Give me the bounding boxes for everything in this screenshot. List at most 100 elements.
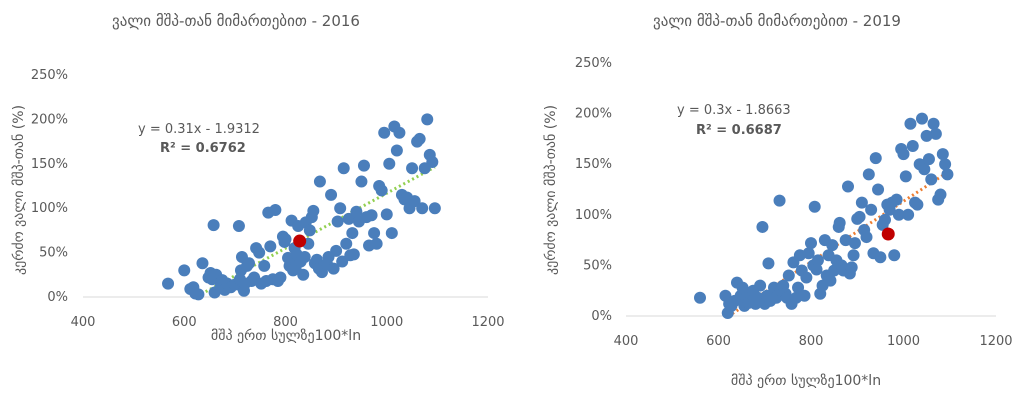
data-point [355, 175, 368, 188]
data-point [347, 248, 360, 261]
data-point [756, 220, 769, 233]
data-point [313, 175, 326, 188]
data-point [855, 196, 868, 209]
data-point [337, 162, 350, 175]
scatter-points [162, 113, 441, 301]
x-tick-label: 1200 [471, 315, 504, 330]
data-point [833, 216, 846, 229]
data-point [406, 162, 419, 175]
y-tick-label: 0% [47, 290, 68, 305]
data-point [874, 251, 887, 264]
data-point [375, 184, 388, 197]
chart-title: ვალი მშპ-თან მიმართებით - 2019 [653, 12, 901, 30]
data-point [862, 168, 875, 181]
data-point [334, 202, 347, 215]
x-axis-title: მშპ ერთ სულზე100*ln [211, 327, 361, 344]
data-point [936, 148, 949, 161]
data-point [934, 188, 947, 201]
data-point [848, 237, 861, 250]
data-point [253, 246, 266, 259]
y-axis-title: კერძო ვალი მშპ-თან (%) [542, 105, 559, 275]
data-point [869, 152, 882, 165]
data-point [380, 208, 393, 221]
data-point [853, 210, 866, 223]
data-point [416, 202, 429, 215]
y-tick-label: 0% [591, 309, 612, 324]
y-tick-label: 150% [31, 157, 68, 172]
y-tick-label: 200% [575, 107, 612, 122]
x-tick-label: 600 [172, 315, 197, 330]
data-point [274, 271, 287, 284]
data-point [879, 213, 891, 226]
data-point [872, 183, 885, 196]
y-tick-label: 50% [39, 246, 68, 261]
data-point [860, 231, 873, 244]
data-point [805, 237, 817, 250]
data-point [297, 268, 310, 281]
data-point [370, 237, 383, 250]
x-tick-labels: 400 600 800 1000 1200 [71, 315, 505, 330]
data-point [264, 240, 277, 253]
chart-title: ვალი მშპ-თან მიმართებით - 2016 [112, 12, 360, 30]
y-tick-label: 200% [31, 112, 68, 127]
data-point [368, 227, 381, 240]
data-point [941, 168, 954, 181]
chart-2019: ვალი მშპ-თან მიმართებით - 2019 კერძო ვალ… [542, 12, 1013, 389]
data-point [826, 239, 839, 252]
x-tick-label: 1000 [887, 334, 920, 349]
data-point [899, 170, 912, 183]
data-point [162, 277, 175, 290]
r-squared: R² = 0.6762 [160, 141, 246, 156]
data-point [798, 289, 811, 302]
data-point [331, 215, 344, 228]
data-point [421, 113, 434, 126]
x-tick-label: 800 [799, 334, 824, 349]
data-point [824, 274, 837, 287]
data-point [298, 251, 311, 264]
y-tick-label: 100% [31, 201, 68, 216]
data-point [925, 173, 938, 186]
x-axis-title: მშპ ერთ სულზე100*ln [731, 372, 881, 389]
data-point [847, 249, 860, 262]
data-point [904, 117, 917, 130]
data-point [800, 271, 813, 284]
scatter-points [694, 112, 954, 319]
y-tick-label: 250% [31, 68, 68, 83]
data-point [892, 208, 905, 221]
data-point [782, 269, 795, 282]
x-tick-labels: 400 600 800 1000 1200 [614, 334, 1013, 349]
x-tick-label: 400 [71, 315, 96, 330]
chart-2016: ვალი მშპ-თან მიმართებით - 2016 კერძო ვალ… [10, 12, 505, 344]
data-point [754, 279, 767, 292]
data-point [810, 263, 823, 276]
data-point [378, 126, 391, 139]
data-point [192, 288, 205, 301]
data-point [413, 132, 426, 145]
data-point [865, 203, 878, 216]
highlighted-point [293, 234, 307, 248]
data-point [929, 127, 942, 140]
trend-equation: y = 0.31x - 1.9312 [138, 122, 260, 137]
data-point [336, 255, 349, 268]
data-point [243, 257, 256, 270]
data-point [408, 195, 421, 208]
data-point [232, 219, 245, 232]
data-point [330, 244, 343, 257]
data-point [694, 291, 706, 304]
data-point [327, 262, 340, 275]
data-point [916, 112, 928, 125]
data-point [808, 200, 821, 213]
highlighted-point [881, 227, 895, 241]
data-point [357, 159, 370, 172]
data-point [279, 233, 292, 246]
data-point [383, 157, 396, 170]
trendline [196, 165, 436, 298]
data-point [350, 205, 363, 218]
y-tick-label: 250% [575, 56, 612, 71]
data-point [762, 257, 775, 270]
data-point [258, 259, 271, 272]
data-point [920, 129, 933, 142]
data-point [178, 264, 191, 277]
data-point [365, 209, 378, 222]
